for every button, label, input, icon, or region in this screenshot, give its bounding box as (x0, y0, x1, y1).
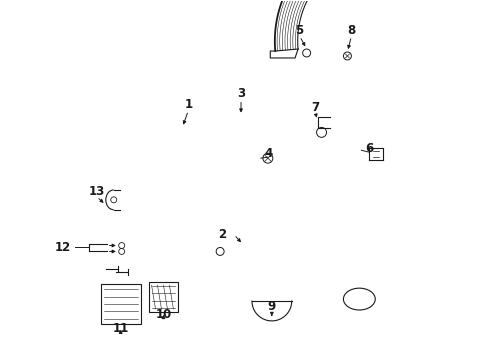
Text: 8: 8 (346, 24, 355, 37)
Bar (148, 282, 178, 312)
Text: 9: 9 (267, 300, 275, 312)
Text: 11: 11 (112, 322, 128, 336)
Text: 13: 13 (88, 185, 105, 198)
Text: 6: 6 (365, 142, 373, 155)
Bar (101, 284, 141, 324)
Text: 7: 7 (311, 101, 319, 114)
Text: 1: 1 (184, 98, 192, 111)
Text: 4: 4 (264, 147, 272, 160)
Text: 5: 5 (295, 24, 303, 37)
Text: 10: 10 (155, 309, 171, 321)
Text: 2: 2 (218, 228, 226, 241)
Text: 12: 12 (55, 241, 71, 254)
Text: 3: 3 (237, 87, 244, 100)
